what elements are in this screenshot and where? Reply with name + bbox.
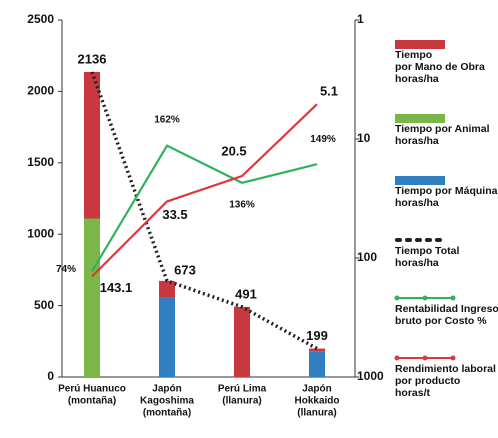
y-tick-label: 1500	[27, 155, 54, 169]
data-label: 5.1	[320, 84, 338, 99]
legend-swatch-dot	[422, 355, 428, 361]
legend-label: horas/ha	[395, 135, 439, 147]
bar-segment	[159, 297, 175, 377]
legend-swatch	[395, 176, 445, 185]
legend-label: Tiempo Total	[395, 245, 459, 257]
legend-swatch-dot	[394, 295, 400, 301]
data-label: 149%	[310, 134, 336, 145]
bar-segment	[234, 306, 250, 377]
x-tick-label: Perú Huanuco	[58, 384, 126, 395]
bar-segment	[159, 280, 175, 298]
line	[91, 144, 318, 272]
data-label: 199	[306, 328, 328, 343]
x-tick-label: Kagoshima	[140, 396, 194, 407]
y2-tick-label: 1	[357, 12, 364, 26]
bar-segment	[84, 218, 100, 377]
x-tick-label: Hokkaido	[294, 396, 339, 407]
x-tick-label: (llanura)	[297, 408, 336, 419]
bar-segment	[309, 351, 325, 377]
legend-label: horas/ha	[395, 257, 439, 269]
legend-swatch-dot	[450, 295, 456, 301]
legend-label: por producto	[395, 375, 460, 387]
legend-swatch-dot	[422, 295, 428, 301]
legend-label: Tiempo por Máquina	[395, 185, 498, 197]
data-label: 143.1	[100, 280, 133, 295]
legend-swatch-dot	[450, 355, 456, 361]
bar-segment	[84, 71, 100, 219]
y-tick-label: 1000	[27, 226, 54, 240]
legend-label: bruto por Costo %	[395, 315, 487, 327]
data-label: 136%	[229, 199, 255, 210]
legend-label: Rendimiento laboral	[395, 363, 496, 375]
data-label: 74%	[56, 264, 76, 275]
data-label: 491	[235, 286, 257, 301]
x-tick-label: Perú Lima	[218, 384, 267, 395]
legend-label: horas/ha	[395, 197, 439, 209]
x-tick-label: (montaña)	[143, 408, 191, 419]
y2-tick-label: 10	[357, 131, 371, 145]
y-tick-label: 2500	[27, 12, 54, 26]
x-tick-label: Japón	[302, 384, 331, 395]
y-tick-label: 500	[34, 298, 54, 312]
legend-label: Tiempo	[395, 49, 432, 61]
legend-label: por Mano de Obra	[395, 61, 485, 73]
y2-tick-label: 100	[357, 250, 377, 264]
y2-tick-label: 1000	[357, 369, 384, 383]
x-tick-label: (montaña)	[68, 396, 116, 407]
data-label: 33.5	[162, 207, 187, 222]
line	[91, 103, 318, 278]
y-tick-label: 2000	[27, 84, 54, 98]
data-label: 20.5	[221, 144, 246, 159]
legend-swatch-dot	[394, 355, 400, 361]
x-tick-label: (llanura)	[222, 396, 261, 407]
data-label: 673	[174, 262, 196, 277]
legend-swatch	[395, 114, 445, 123]
y-tick-label: 0	[47, 369, 54, 383]
legend-swatch	[395, 40, 445, 49]
legend-label: Tiempo por Animal	[395, 123, 490, 135]
total-line	[90, 71, 318, 351]
bar-segment	[309, 348, 325, 352]
legend-label: horas/ha	[395, 73, 439, 85]
legend-label: Rentabilidad Ingreso	[395, 303, 498, 315]
data-label: 2136	[78, 51, 107, 66]
legend-label: horas/t	[395, 387, 431, 399]
x-tick-label: Japón	[152, 384, 181, 395]
data-label: 162%	[154, 114, 180, 125]
